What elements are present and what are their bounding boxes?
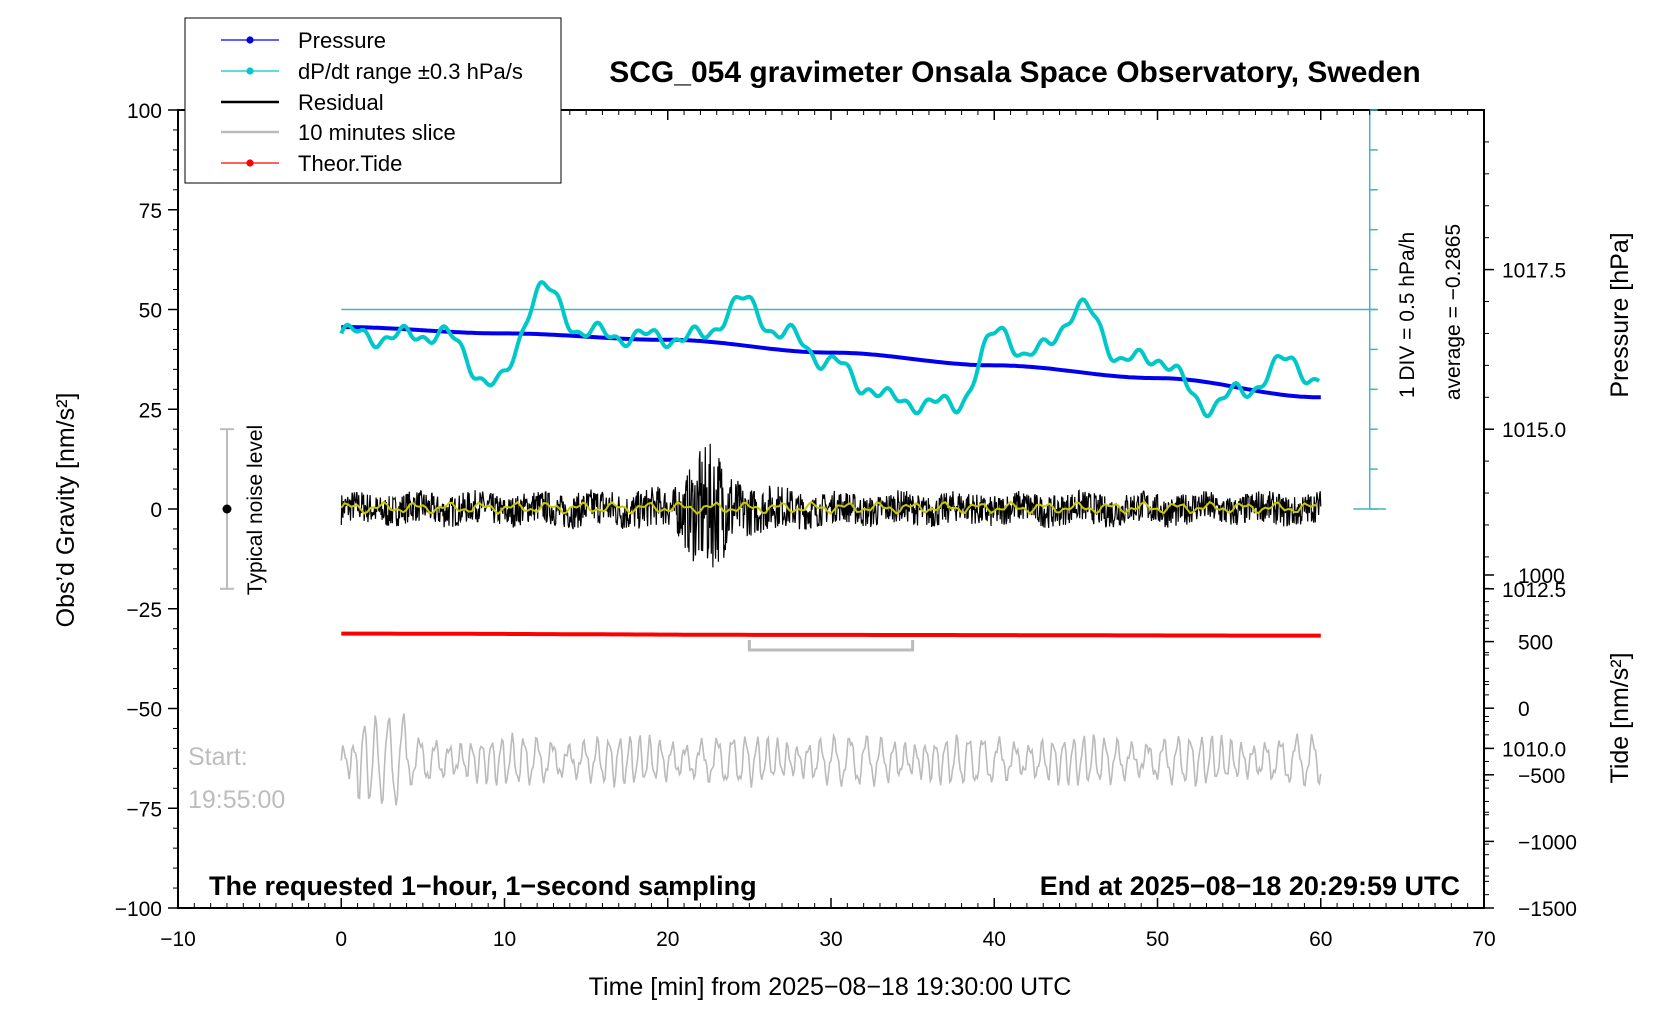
noise-label: Typical noise level [244, 425, 267, 595]
x-axis-ticks: −10 0 10 20 30 40 50 60 70 [160, 110, 1496, 951]
x-tick-label-4: 30 [819, 928, 842, 951]
pressure-tick-label-3: 1010.0 [1502, 738, 1566, 761]
tide-tick-label-1: 500 [1518, 632, 1553, 655]
y-axis-ticks: 100 75 50 25 0 −25 −50 −75 −100 [115, 100, 178, 921]
x-axis-label: Time [min] from 2025−08−18 19:30:00 UTC [589, 973, 1072, 1001]
y-tick-label-8: −100 [115, 898, 162, 921]
pressure-tick-label-1: 1015.0 [1502, 419, 1566, 442]
dpdt-line [339, 279, 1321, 419]
y-tick-label-3: 25 [139, 399, 162, 422]
legend-box [184, 17, 562, 184]
dpdt-scale-bar [341, 109, 1387, 510]
residual-line [340, 443, 1322, 568]
x-tick-label-7: 60 [1309, 928, 1332, 951]
y-tick-label-4: 0 [150, 499, 162, 522]
tide-tick-label-0: 1000 [1518, 565, 1565, 588]
x-tick-label-6: 50 [1146, 928, 1169, 951]
pressure-tick-label-2: 1012.5 [1502, 579, 1566, 602]
residual-smooth-line [340, 500, 1318, 516]
legend-tide-marker [246, 159, 254, 167]
legend-tide: Theor.Tide [298, 151, 402, 176]
noise-level-indicator [219, 428, 234, 590]
pressure-axis-label: Pressure [hPa] [1606, 232, 1634, 397]
legend-residual: Residual [298, 90, 384, 115]
y-tick-label-5: −25 [126, 599, 162, 622]
x-tick-label-5: 40 [983, 928, 1006, 951]
tide-tick-label-5: −1500 [1518, 898, 1577, 921]
y-tick-label-7: −75 [126, 798, 162, 821]
x-tick-label-2: 10 [493, 928, 516, 951]
x-tick-label-8: 70 [1472, 928, 1495, 951]
average-label: average = −0.2865 [1442, 224, 1465, 400]
end-note: End at 2025−08−18 20:29:59 UTC [1040, 871, 1460, 901]
pressure-line [341, 325, 1321, 400]
theor-tide-line [341, 631, 1321, 638]
y-tick-label-0: 100 [127, 100, 162, 123]
y-tick-label-6: −50 [126, 699, 162, 722]
legend: Pressure dP/dt range ±0.3 hPa/s Residual… [184, 17, 562, 184]
y-tick-label-2: 50 [139, 300, 162, 323]
legend-dpdt: dP/dt range ±0.3 hPa/s [298, 59, 523, 84]
legend-pressure: Pressure [298, 28, 386, 53]
tide-tick-label-4: −1000 [1518, 831, 1577, 854]
tide-tick-label-3: −500 [1518, 765, 1565, 788]
legend-dpdt-marker [246, 67, 254, 75]
start-label: Start: [188, 743, 248, 771]
x-tick-label-0: −10 [160, 928, 196, 951]
pressure-tick-label-0: 1017.5 [1502, 260, 1566, 283]
y-axis-label: Obs’d Gravity [nm/s²] [52, 393, 80, 628]
noise-center-dot [222, 504, 232, 514]
tide-axis-label: Tide [nm/s²] [1606, 652, 1634, 783]
tide-tick-label-2: 0 [1518, 698, 1530, 721]
y-tick-label-1: 75 [139, 200, 162, 223]
scale-div-label: 1 DIV = 0.5 hPa/h [1396, 232, 1419, 398]
legend-slice: 10 minutes slice [298, 120, 456, 145]
tide-axis-ticks: 1000 500 0 −500 −1000 −1500 [1484, 565, 1577, 921]
chart-title: SCG_054 gravimeter Onsala Space Observat… [609, 56, 1421, 89]
sampling-note: The requested 1−hour, 1−second sampling [209, 871, 757, 901]
ten-minute-slice-line [340, 713, 1322, 806]
x-tick-label-1: 0 [335, 928, 347, 951]
pressure-axis-ticks: 1017.5 1015.0 1012.5 1010.0 [1484, 141, 1566, 877]
x-tick-label-3: 20 [656, 928, 679, 951]
legend-pressure-marker [246, 36, 254, 44]
start-time: 19:55:00 [188, 786, 285, 814]
ten-minute-slice-bracket [747, 640, 915, 652]
